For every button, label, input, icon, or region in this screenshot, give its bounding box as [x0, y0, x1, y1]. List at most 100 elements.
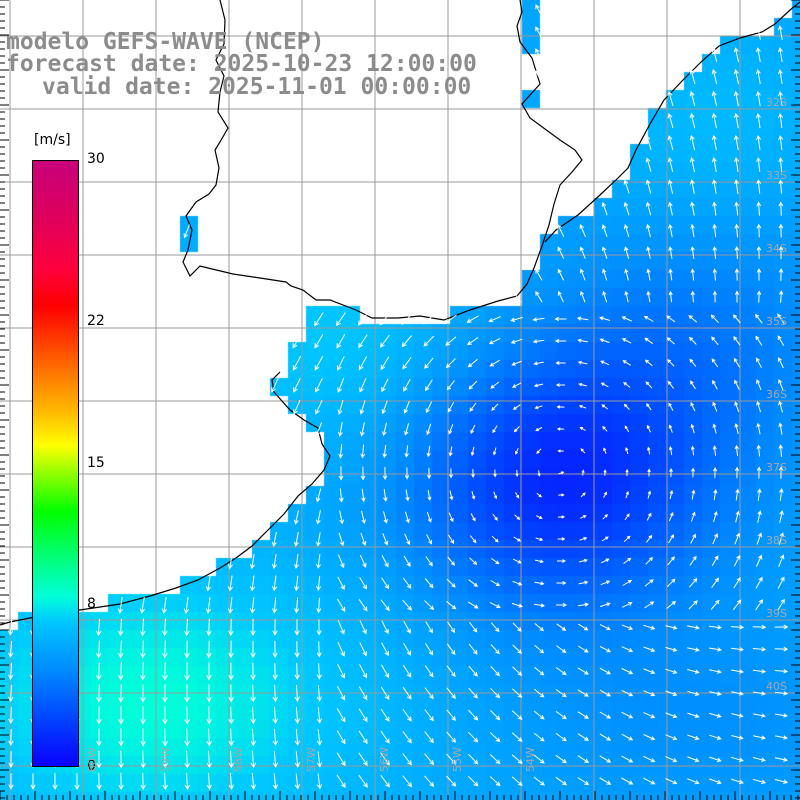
wind-arrow: [8, 728, 14, 747]
wind-arrow: [337, 554, 345, 569]
wind-arrow: [711, 555, 719, 567]
wind-arrow: [162, 618, 168, 637]
wind-arrow: [206, 750, 212, 769]
wind-arrow: [249, 597, 256, 614]
wind-arrow: [755, 90, 761, 107]
latitude-label: 36S: [766, 388, 787, 401]
wind-arrow: [402, 577, 412, 589]
wind-arrow: [379, 312, 391, 326]
wind-arrow: [603, 469, 607, 476]
wind-arrow: [205, 575, 211, 592]
wind-arrow: [623, 557, 632, 565]
wind-arrow: [555, 689, 567, 698]
wind-arrow: [537, 470, 541, 477]
wind-arrow: [689, 358, 697, 367]
wind-arrow: [645, 157, 652, 172]
wind-arrow: [647, 446, 651, 455]
wind-arrow: [733, 554, 741, 567]
wind-arrow: [140, 662, 146, 681]
wind-arrow: [709, 691, 722, 696]
wind-arrow: [643, 777, 656, 785]
wind-arrow: [712, 246, 718, 259]
wind-arrow: [293, 377, 301, 393]
wind-arrow: [709, 778, 722, 785]
wind-arrow: [778, 112, 784, 129]
wind-arrow: [427, 490, 432, 501]
wind-arrow: [511, 732, 523, 742]
wind-arrow: [294, 575, 300, 592]
wind-arrow: [643, 646, 656, 652]
wind-arrow: [294, 553, 299, 570]
wind-arrow: [690, 511, 696, 522]
wind-arrow: [533, 776, 545, 786]
wind-arrow: [600, 602, 611, 608]
wind-arrow: [383, 489, 388, 502]
wind-arrow: [709, 756, 722, 763]
wind-arrow: [380, 664, 390, 679]
wind-arrow: [689, 90, 696, 107]
wind-arrow: [316, 575, 322, 592]
wind-arrow: [599, 667, 612, 675]
wind-arrow: [555, 383, 566, 387]
wind-arrow: [511, 754, 523, 764]
wind-arrow: [446, 578, 456, 588]
wind-arrow: [512, 666, 523, 676]
wind-arrow: [315, 378, 323, 393]
wind-arrow: [753, 713, 766, 718]
wind-arrow: [380, 599, 390, 612]
wind-arrow: [382, 466, 388, 481]
wind-arrow: [96, 750, 102, 769]
wind-arrow: [774, 757, 789, 762]
wind-arrow: [315, 400, 323, 415]
colorbar-tick-label: 8: [87, 596, 96, 613]
wind-arrow: [712, 268, 718, 281]
wind-arrow: [358, 708, 368, 723]
longitude-label: 55W: [451, 747, 464, 772]
wind-arrow: [580, 448, 586, 454]
wind-arrow: [272, 706, 278, 725]
wind-arrow: [624, 290, 629, 303]
wind-arrow: [379, 334, 390, 348]
wind-arrow: [733, 68, 739, 85]
wind-arrow: [534, 559, 544, 564]
wind-arrow: [381, 400, 388, 415]
wind-arrow: [555, 360, 566, 365]
wind-arrow: [646, 246, 651, 259]
wind-arrow: [778, 134, 784, 151]
wind-arrow: [314, 312, 324, 327]
wind-arrow: [448, 446, 453, 457]
wind-arrow: [668, 512, 674, 522]
wind-arrow: [556, 405, 565, 409]
wind-arrow: [578, 404, 587, 409]
wind-arrow: [577, 689, 589, 697]
colorbar-tick-label: 15: [87, 454, 105, 471]
wind-arrow: [515, 469, 519, 478]
wind-arrow: [577, 667, 589, 675]
wind-arrow: [8, 641, 14, 658]
wind-arrow: [426, 445, 431, 458]
wind-arrow: [713, 510, 718, 523]
wind-arrow: [734, 290, 740, 303]
wind-arrow: [162, 750, 168, 769]
wind-arrow: [734, 444, 739, 457]
wind-arrow: [536, 448, 542, 454]
wind-arrow: [74, 772, 80, 791]
wind-arrow: [425, 621, 433, 634]
wind-arrow: [667, 157, 674, 173]
wind-arrow: [272, 773, 279, 790]
wind-arrow: [292, 334, 302, 349]
wind-arrow: [535, 291, 543, 303]
wind-arrow: [557, 290, 564, 303]
wind-arrow: [712, 533, 718, 545]
wind-arrow: [535, 537, 544, 542]
wind-arrow: [557, 268, 565, 281]
wind-arrow: [646, 290, 651, 303]
wind-arrow: [425, 401, 433, 414]
wind-arrow: [580, 515, 587, 519]
wind-arrow: [161, 597, 167, 614]
wind-arrow: [471, 491, 476, 500]
wind-arrow: [447, 621, 456, 634]
wind-arrow: [293, 399, 301, 415]
wind-arrow: [535, 427, 543, 432]
wind-arrow: [688, 315, 698, 323]
